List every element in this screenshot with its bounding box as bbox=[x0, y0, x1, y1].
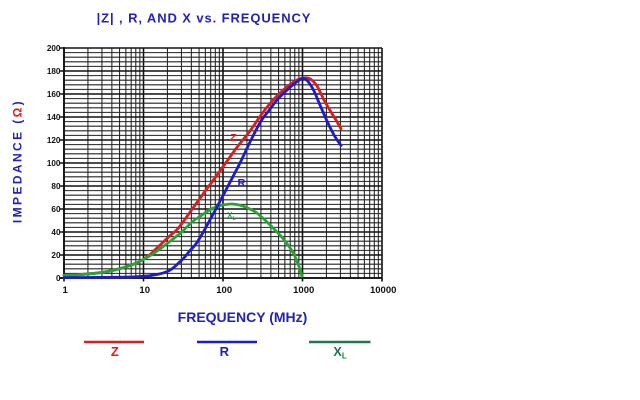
svg-text:FREQUENCY (MHz): FREQUENCY (MHz) bbox=[178, 309, 308, 325]
svg-text:|Z| , R, AND X vs. FREQUENCY: |Z| , R, AND X vs. FREQUENCY bbox=[97, 11, 312, 26]
svg-text:Z: Z bbox=[229, 132, 237, 144]
svg-text:60: 60 bbox=[51, 205, 61, 214]
svg-text:20: 20 bbox=[51, 251, 61, 260]
svg-text:180: 180 bbox=[47, 67, 61, 76]
svg-text:XL: XL bbox=[227, 211, 236, 222]
svg-text:100: 100 bbox=[47, 159, 61, 168]
svg-text:10: 10 bbox=[139, 285, 150, 296]
svg-text:140: 140 bbox=[47, 113, 61, 122]
svg-text:200: 200 bbox=[47, 44, 61, 53]
svg-text:1000: 1000 bbox=[293, 285, 314, 296]
svg-text:10000: 10000 bbox=[370, 285, 396, 296]
svg-text:100: 100 bbox=[216, 285, 232, 296]
svg-text:40: 40 bbox=[51, 228, 61, 237]
svg-text:1: 1 bbox=[63, 285, 69, 296]
svg-text:0: 0 bbox=[56, 274, 61, 283]
svg-text:R: R bbox=[238, 178, 246, 190]
svg-text:IMPEDANCE (Ω): IMPEDANCE (Ω) bbox=[11, 99, 25, 223]
svg-text:R: R bbox=[220, 344, 230, 359]
svg-text:120: 120 bbox=[47, 136, 61, 145]
svg-text:160: 160 bbox=[47, 90, 61, 99]
svg-text:Z: Z bbox=[111, 344, 119, 359]
svg-text:80: 80 bbox=[51, 182, 61, 191]
